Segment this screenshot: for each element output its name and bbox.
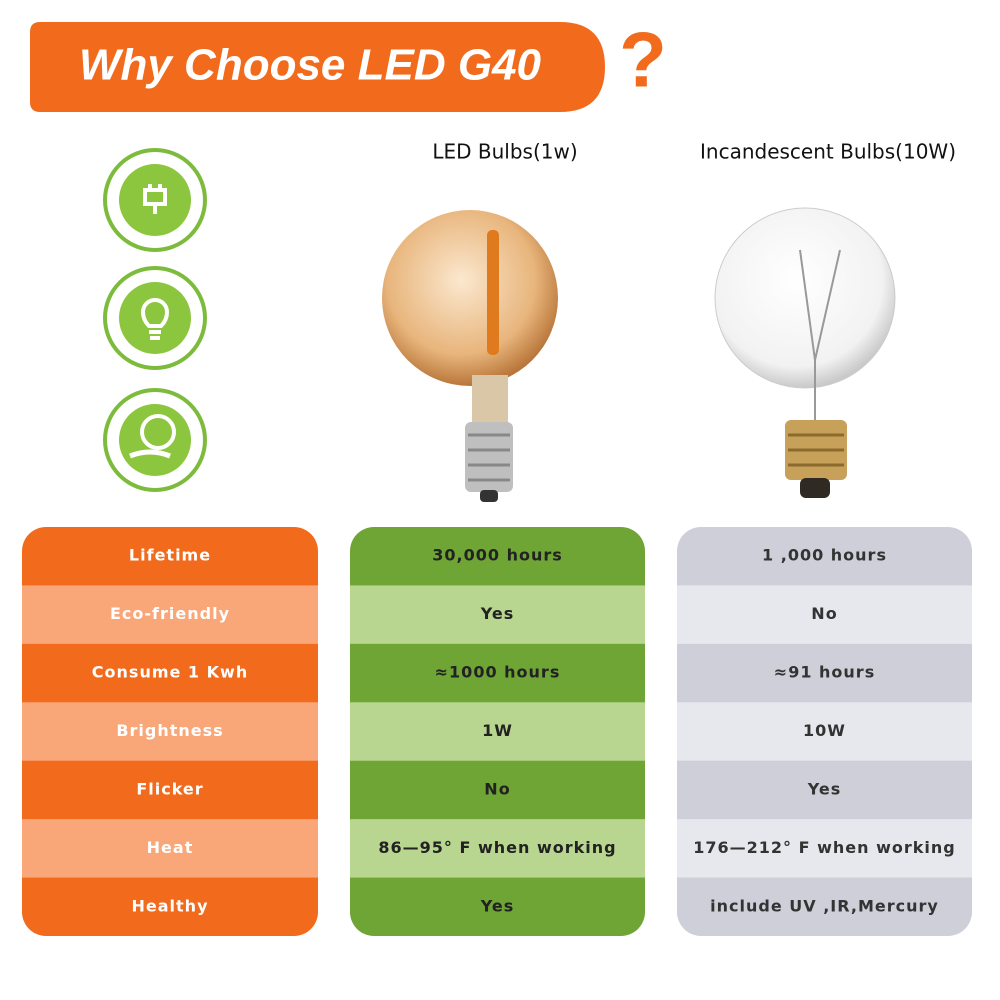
feature-cell: Heat xyxy=(147,838,194,857)
incandescent-cell: 10W xyxy=(803,721,846,740)
incandescent-bulb xyxy=(714,207,896,498)
row-band xyxy=(350,643,645,704)
row-band xyxy=(350,877,645,936)
comparison-table: Lifetime Eco-friendly Consume 1 Kwh Brightn… xyxy=(22,527,972,936)
row-band xyxy=(677,760,972,821)
icons xyxy=(103,148,207,492)
table-column: Lifetime Eco-friendly Consume 1 Kwh Brightn… xyxy=(22,527,318,936)
feature-cell: Flicker xyxy=(136,779,203,798)
feature-cell: Brightness xyxy=(116,721,223,740)
row-band xyxy=(22,527,318,587)
led-cell: 1W xyxy=(482,721,513,740)
led-cell: 30,000 hours xyxy=(432,546,563,565)
incandescent-cell: 176—212° F when working xyxy=(693,838,955,857)
incandescent-cell: ≈91 hours xyxy=(774,663,875,682)
title: Why Choose LED G40 xyxy=(79,41,542,90)
feature-cell: Consume 1 Kwh xyxy=(92,663,248,682)
column-label: LED Bulbs(1w) xyxy=(432,140,577,164)
feature-cell: Healthy xyxy=(132,896,209,915)
row-band xyxy=(677,877,972,936)
row-band xyxy=(677,702,972,762)
incandescent-cell: include UV ,IR,Mercury xyxy=(710,896,939,915)
led-bulb xyxy=(382,210,558,502)
row-band xyxy=(22,643,318,704)
incandescent-cell: Yes xyxy=(807,779,842,798)
led-cell: No xyxy=(484,779,510,798)
incandescent-cell: No xyxy=(811,604,837,623)
column-label: Incandescent Bulbs(10W) xyxy=(700,140,956,164)
table-column: 1 ,000 hours No ≈91 hours 10W Yes 176—212° F … xyxy=(677,527,972,936)
led-cell: ≈1000 hours xyxy=(435,663,561,682)
row-band xyxy=(350,527,645,587)
row-band xyxy=(22,702,318,762)
table-column: 30,000 hours Yes ≈1000 hours 1W No 86—95° F w… xyxy=(350,527,645,936)
question-mark: ? xyxy=(619,16,667,104)
row-band xyxy=(350,702,645,762)
row-band xyxy=(22,585,318,645)
incandescent-cell: 1 ,000 hours xyxy=(762,546,887,565)
feature-cell: Lifetime xyxy=(129,546,211,565)
row-band xyxy=(350,819,645,879)
row-band xyxy=(677,643,972,704)
led-cell: 86—95° F when working xyxy=(378,838,616,857)
row-band xyxy=(22,760,318,821)
feature-cell: Eco-friendly xyxy=(110,604,230,623)
led-cell: Yes xyxy=(480,896,515,915)
row-band xyxy=(22,877,318,936)
row-band xyxy=(677,527,972,587)
title-banner xyxy=(30,22,605,112)
row-band xyxy=(350,585,645,645)
row-band xyxy=(350,760,645,821)
led-cell: Yes xyxy=(480,604,515,623)
row-band xyxy=(677,819,972,879)
row-band xyxy=(22,819,318,879)
row-band xyxy=(677,585,972,645)
